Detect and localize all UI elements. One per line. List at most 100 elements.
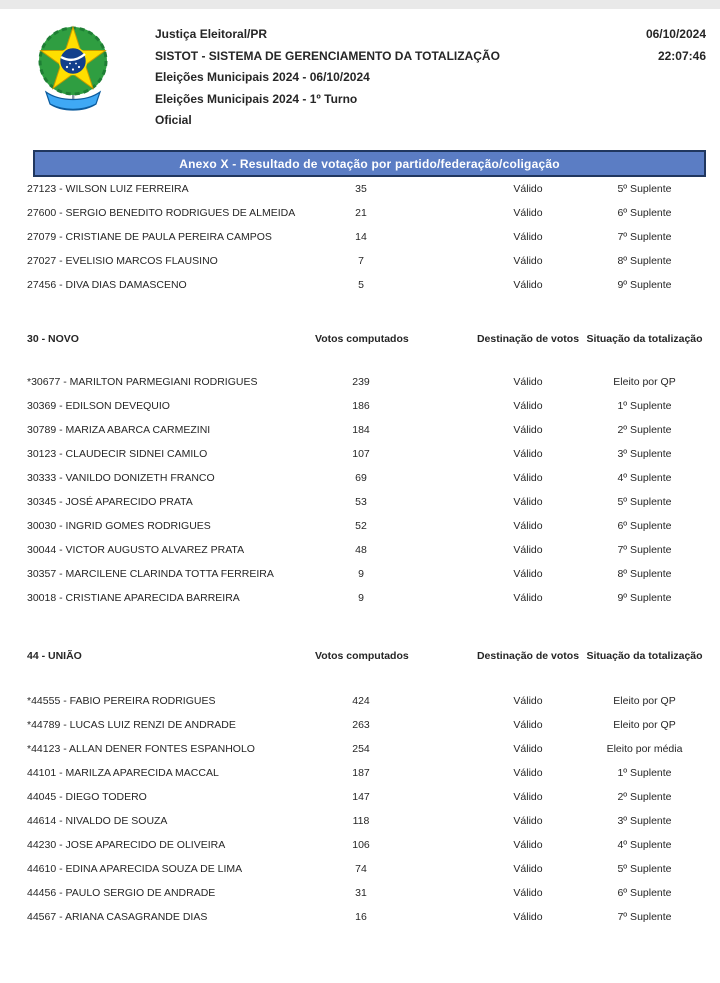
table-row: 44230 - JOSE APARECIDO DE OLIVEIRA 106 V…: [0, 833, 720, 857]
situation-value: 2º Suplente: [617, 424, 672, 436]
votes-value: 35: [355, 183, 367, 195]
candidate-name: 30369 - EDILSON DEVEQUIO: [27, 400, 170, 412]
situation-value: 9º Suplente: [617, 592, 672, 604]
round-title: Eleições Municipais 2024 - 1º Turno: [155, 91, 358, 106]
situation-value: 2º Suplente: [617, 791, 672, 803]
candidate-name: 44456 - PAULO SERGIO DE ANDRADE: [27, 887, 216, 899]
col-header-situation: Situação da totalização: [586, 333, 703, 345]
situation-value: 4º Suplente: [617, 472, 672, 484]
votes-value: 254: [352, 743, 370, 755]
table-row: 30369 - EDILSON DEVEQUIO 186 Válido 1º S…: [0, 394, 720, 418]
section-rows: 27123 - WILSON LUIZ FERREIRA 35 Válido 5…: [0, 177, 720, 297]
section-rows: *44555 - FABIO PEREIRA RODRIGUES 424 Vál…: [0, 689, 720, 929]
candidate-name: 44230 - JOSE APARECIDO DE OLIVEIRA: [27, 839, 226, 851]
report-date: 06/10/2024: [645, 27, 706, 41]
header-title-block: Justiça Eleitoral/PR SISTOT - SISTEMA DE…: [155, 24, 500, 132]
candidate-name: 30345 - JOSÉ APARECIDO PRATA: [27, 496, 193, 508]
situation-value: 9º Suplente: [617, 279, 672, 291]
destination-value: Válido: [513, 207, 543, 219]
destination-value: Válido: [513, 743, 543, 755]
votes-value: 74: [355, 863, 367, 875]
destination-value: Válido: [513, 496, 543, 508]
destination-value: Válido: [513, 400, 543, 412]
brazil-coat-of-arms-icon: [38, 25, 108, 111]
table-row: 30018 - CRISTIANE APARECIDA BARREIRA 9 V…: [0, 586, 720, 610]
votes-value: 53: [355, 496, 367, 508]
votes-value: 16: [355, 911, 367, 923]
table-row: 27079 - CRISTIANE DE PAULA PEREIRA CAMPO…: [0, 225, 720, 249]
votes-value: 9: [358, 568, 364, 580]
destination-value: Válido: [513, 791, 543, 803]
situation-value: 5º Suplente: [617, 183, 672, 195]
table-row: *30677 - MARILTON PARMEGIANI RODRIGUES 2…: [0, 370, 720, 394]
annex-title: Anexo X - Resultado de votação por parti…: [179, 156, 560, 171]
destination-value: Válido: [513, 695, 543, 707]
section-header-row: 30 - NOVO Votos computados Destinação de…: [0, 327, 720, 351]
table-row: 44045 - DIEGO TODERO 147 Válido 2º Suple…: [0, 785, 720, 809]
col-header-votes: Votos computados: [315, 333, 409, 345]
table-row: 44456 - PAULO SERGIO DE ANDRADE 31 Válid…: [0, 881, 720, 905]
table-row: 44610 - EDINA APARECIDA SOUZA DE LIMA 74…: [0, 857, 720, 881]
destination-value: Válido: [513, 231, 543, 243]
table-row: 27600 - SERGIO BENEDITO RODRIGUES DE ALM…: [0, 201, 720, 225]
candidate-name: 44610 - EDINA APARECIDA SOUZA DE LIMA: [27, 863, 243, 875]
candidate-name: *44555 - FABIO PEREIRA RODRIGUES: [27, 695, 216, 707]
table-row: *44789 - LUCAS LUIZ RENZI DE ANDRADE 263…: [0, 713, 720, 737]
destination-value: Válido: [513, 815, 543, 827]
report-datetime: 06/10/2024 22:07:46: [646, 24, 706, 67]
destination-value: Válido: [513, 520, 543, 532]
system-title: SISTOT - SISTEMA DE GERENCIAMENTO DA TOT…: [155, 48, 500, 63]
candidate-name: 30333 - VANILDO DONIZETH FRANCO: [27, 472, 215, 484]
destination-value: Válido: [513, 472, 543, 484]
situation-value: Eleito por QP: [613, 376, 676, 388]
situation-value: Eleito por média: [606, 743, 683, 755]
destination-value: Válido: [513, 424, 543, 436]
candidate-name: 30030 - INGRID GOMES RODRIGUES: [27, 520, 211, 532]
votes-value: 106: [352, 839, 370, 851]
candidate-name: *30677 - MARILTON PARMEGIANI RODRIGUES: [27, 376, 258, 388]
destination-value: Válido: [513, 719, 543, 731]
table-row: 30333 - VANILDO DONIZETH FRANCO 69 Válid…: [0, 466, 720, 490]
table-row: 27456 - DIVA DIAS DAMASCENO 5 Válido 9º …: [0, 273, 720, 297]
situation-value: Eleito por QP: [613, 695, 676, 707]
destination-value: Válido: [513, 448, 543, 460]
party-section: 30 - NOVO Votos computados Destinação de…: [0, 327, 720, 610]
votes-value: 7: [358, 255, 364, 267]
party-label: 44 - UNIÃO: [27, 650, 82, 662]
votes-value: 107: [352, 448, 370, 460]
candidate-name: 27027 - EVELISIO MARCOS FLAUSINO: [27, 255, 218, 267]
destination-value: Válido: [513, 279, 543, 291]
destination-value: Válido: [513, 376, 543, 388]
section-header-row: 44 - UNIÃO Votos computados Destinação d…: [0, 644, 720, 668]
table-row: 44614 - NIVALDO DE SOUZA 118 Válido 3º S…: [0, 809, 720, 833]
situation-value: 3º Suplente: [617, 815, 672, 827]
candidate-name: 44614 - NIVALDO DE SOUZA: [27, 815, 168, 827]
situation-value: 5º Suplente: [617, 496, 672, 508]
votes-value: 147: [352, 791, 370, 803]
situation-value: 1º Suplente: [617, 400, 672, 412]
candidate-name: 30044 - VICTOR AUGUSTO ALVAREZ PRATA: [27, 544, 245, 556]
votes-value: 5: [358, 279, 364, 291]
table-row: 44101 - MARILZA APARECIDA MACCAL 187 Vál…: [0, 761, 720, 785]
situation-value: 7º Suplente: [617, 231, 672, 243]
votes-value: 184: [352, 424, 370, 436]
situation-value: 1º Suplente: [617, 767, 672, 779]
situation-value: 6º Suplente: [617, 520, 672, 532]
votes-value: 118: [352, 815, 370, 827]
candidate-name: 27600 - SERGIO BENEDITO RODRIGUES DE ALM…: [27, 207, 296, 219]
votes-value: 69: [355, 472, 367, 484]
table-row: 30123 - CLAUDECIR SIDNEI CAMILO 107 Váli…: [0, 442, 720, 466]
table-row: *44123 - ALLAN DENER FONTES ESPANHOLO 25…: [0, 737, 720, 761]
table-row: 30357 - MARCILENE CLARINDA TOTTA FERREIR…: [0, 562, 720, 586]
situation-value: 5º Suplente: [617, 863, 672, 875]
destination-value: Válido: [513, 839, 543, 851]
party-label: 30 - NOVO: [27, 333, 79, 345]
table-row: 30030 - INGRID GOMES RODRIGUES 52 Válido…: [0, 514, 720, 538]
col-header-votes: Votos computados: [315, 650, 409, 662]
candidate-name: 44101 - MARILZA APARECIDA MACCAL: [27, 767, 219, 779]
situation-value: 6º Suplente: [617, 887, 672, 899]
votes-value: 14: [355, 231, 367, 243]
table-row: 30789 - MARIZA ABARCA CARMEZINI 184 Váli…: [0, 418, 720, 442]
org-title: Justiça Eleitoral/PR: [155, 27, 268, 41]
situation-value: Eleito por QP: [613, 719, 676, 731]
